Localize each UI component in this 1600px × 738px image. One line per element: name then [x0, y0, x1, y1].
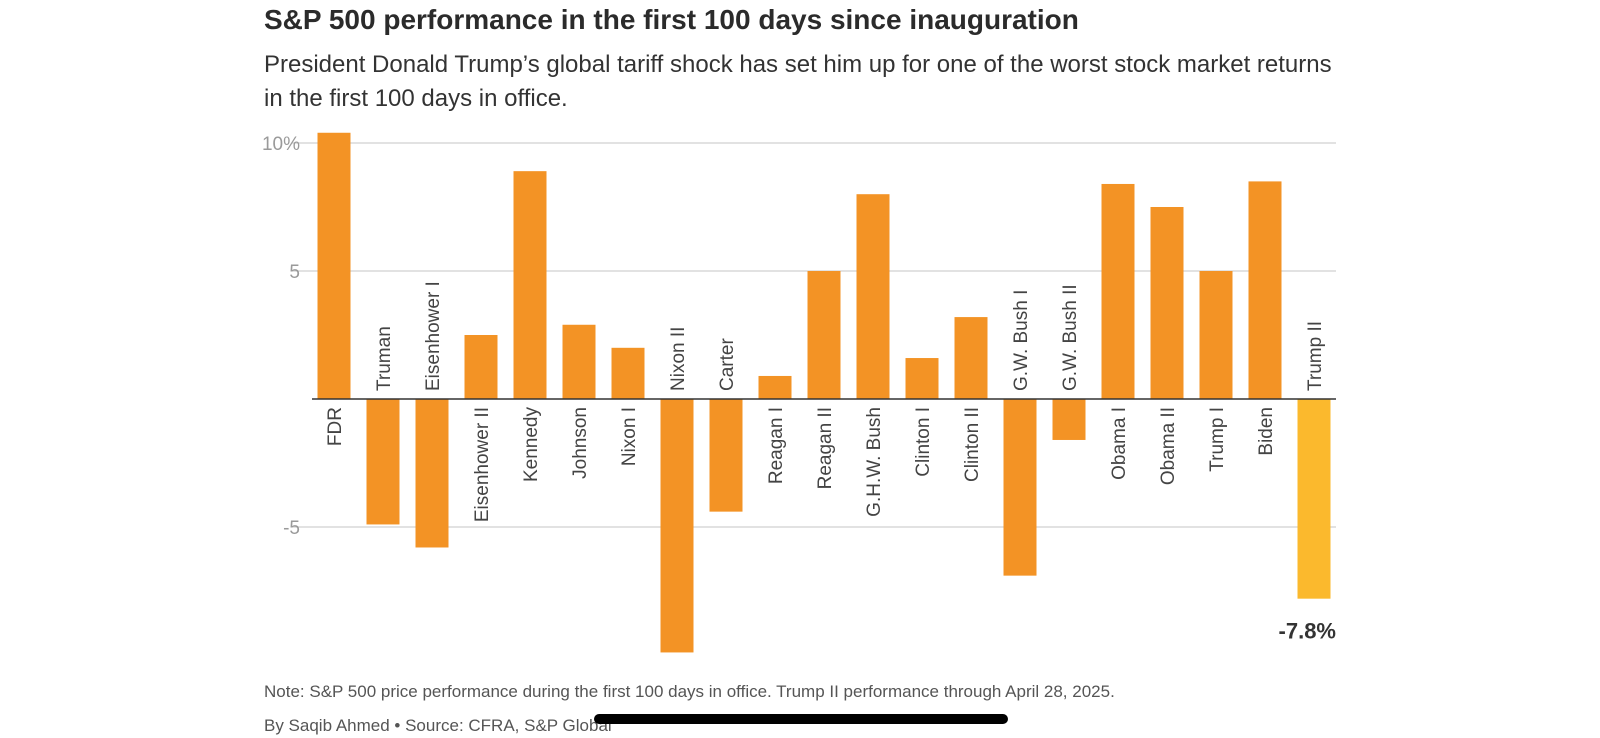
category-label: Eisenhower I [423, 281, 444, 391]
category-label: Obama II [1158, 407, 1179, 485]
bar [611, 347, 645, 399]
bar [317, 132, 351, 399]
bar [1297, 399, 1331, 599]
bar [1052, 399, 1086, 440]
category-label: Trump I [1207, 407, 1228, 472]
bar [905, 358, 939, 399]
category-label: Nixon I [619, 407, 640, 466]
bar [709, 399, 743, 512]
category-label: Obama I [1109, 407, 1130, 480]
bar [464, 335, 498, 399]
category-label: G.H.W. Bush [864, 407, 885, 517]
category-label: G.W. Bush I [1011, 290, 1032, 391]
category-label: Nixon II [668, 327, 689, 391]
bar [954, 317, 988, 399]
chart-byline: By Saqib Ahmed • Source: CFRA, S&P Globa… [264, 716, 612, 735]
bar [1199, 271, 1233, 399]
bar [513, 171, 547, 399]
bar [562, 324, 596, 399]
bar [807, 271, 841, 399]
y-tick-label: 10% [262, 134, 300, 155]
bar [758, 375, 792, 399]
category-label: Biden [1256, 407, 1277, 456]
category-label: Carter [717, 338, 738, 391]
bar [660, 399, 694, 653]
chart-note: Note: S&P 500 price performance during t… [264, 682, 1115, 701]
category-label: Clinton I [913, 407, 934, 477]
bar [366, 399, 400, 525]
category-label: Reagan II [815, 407, 836, 489]
highlight-value-label: -7.8% [1279, 619, 1336, 644]
bar [1101, 183, 1135, 399]
chart-subtitle: President Donald Trump’s global tariff s… [264, 51, 1332, 112]
y-tick-label: -5 [283, 518, 300, 539]
category-label: Johnson [570, 407, 591, 479]
category-label: Kennedy [521, 407, 542, 483]
bar [1150, 207, 1184, 399]
home-indicator-bar [594, 714, 1008, 724]
category-label: Truman [374, 326, 395, 391]
bar [415, 399, 449, 548]
y-tick-label: 5 [289, 262, 300, 283]
bar [1248, 181, 1282, 399]
category-label: Clinton II [962, 407, 983, 482]
category-label: Trump II [1305, 321, 1326, 391]
bar [856, 194, 890, 399]
category-label: G.W. Bush II [1060, 284, 1081, 391]
bar [1003, 399, 1037, 576]
category-label: Eisenhower II [472, 407, 493, 522]
chart-title: S&P 500 performance in the first 100 day… [264, 4, 1079, 35]
category-label: FDR [325, 407, 346, 446]
category-label: Reagan I [766, 407, 787, 484]
